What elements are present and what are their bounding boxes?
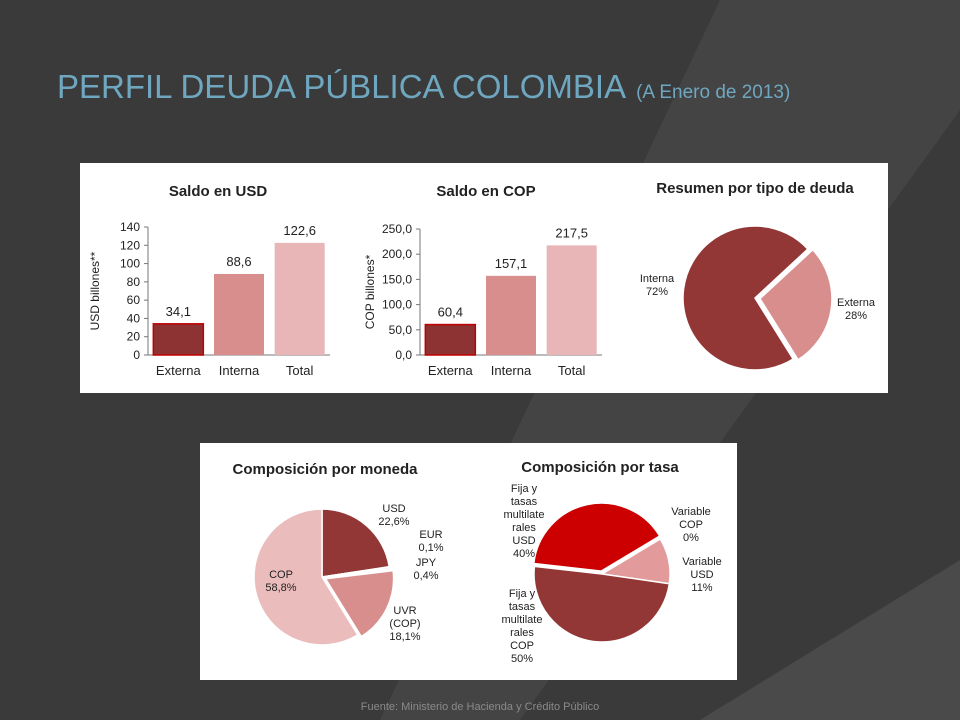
slice-value: 0,4%: [413, 570, 438, 582]
charts: Saldo en USD USD billones** 0 20 40 60 80 100 12…: [88, 180, 876, 665]
slice-value: 18,1%: [389, 631, 420, 643]
value-label: 217,5: [555, 225, 588, 240]
text-line: UVR: [393, 605, 416, 617]
y-tick-label: 100,0: [382, 298, 412, 312]
chart-title: Composición por tasa: [521, 459, 679, 476]
slice-label: Fija y tasas multilate rales COP: [502, 588, 543, 652]
text-line: multilate: [502, 614, 543, 626]
chart-title: Resumen por tipo de deuda: [656, 180, 854, 197]
text-line: Variable: [671, 506, 711, 518]
slice-value: 58,8%: [265, 582, 296, 594]
text-line: COP: [510, 640, 534, 652]
slice-label: USD: [382, 503, 405, 515]
pie-slice: [682, 225, 809, 371]
slice-value: 28%: [845, 310, 867, 322]
y-tick-label: 200,0: [382, 247, 412, 261]
slice-label: Variable COP: [671, 506, 711, 531]
title-sub: (A Enero de 2013): [636, 82, 790, 103]
slice-label: Externa: [837, 297, 876, 309]
y-tick-label: 100: [120, 257, 140, 271]
text-line: COP: [679, 519, 703, 531]
text-line: Fija y: [509, 588, 536, 600]
bar: [486, 275, 536, 355]
slice-value: 11%: [691, 582, 712, 594]
chart-title: Saldo en COP: [436, 183, 535, 200]
x-tick-label: Total: [558, 363, 586, 378]
slice-value: 72%: [646, 286, 668, 298]
y-axis-label: COP billones*: [363, 254, 377, 329]
slice-label: COP: [269, 569, 293, 581]
text-line: Fija y: [511, 483, 538, 495]
y-tick-label: 250,0: [382, 222, 412, 236]
y-tick-label: 140: [120, 220, 140, 234]
slice-value: 50%: [511, 653, 533, 665]
y-tick-label: 80: [127, 275, 141, 289]
text-line: multilate: [504, 509, 545, 521]
slice-label: Variable USD: [682, 556, 722, 581]
pie-slice: [321, 566, 391, 578]
y-tick-label: 50,0: [389, 323, 413, 337]
y-tick-label: 20: [127, 330, 141, 344]
slice-label: Fija y tasas multilate rales USD: [504, 483, 545, 547]
text-line: rales: [510, 627, 534, 639]
slice-value: 0%: [683, 532, 699, 544]
slice-value: 22,6%: [378, 516, 409, 528]
x-tick-label: Externa: [428, 363, 474, 378]
y-tick-label: 0: [133, 348, 140, 362]
pie-slice: [758, 248, 833, 361]
bar: [152, 323, 205, 356]
text-line: Variable: [682, 556, 722, 568]
bar: [424, 323, 477, 356]
y-tick-label: 150,0: [382, 272, 412, 286]
x-tick-label: Interna: [219, 363, 260, 378]
slide-title: PERFIL DEUDA PÚBLICA COLOMBIA (A Enero de…: [57, 68, 790, 105]
value-label: 157,1: [495, 256, 528, 271]
x-tick-label: Externa: [156, 363, 202, 378]
slice-label: EUR: [419, 529, 442, 541]
bar: [214, 273, 264, 355]
x-tick-label: Interna: [491, 363, 532, 378]
slice-label: JPY: [416, 557, 437, 569]
decor-band: [700, 560, 960, 720]
pie-slice: [253, 508, 359, 646]
title-main: PERFIL DEUDA PÚBLICA COLOMBIA: [57, 68, 626, 105]
text-line: tasas: [509, 601, 536, 613]
bar: [546, 245, 597, 355]
x-tick-label: Total: [286, 363, 314, 378]
pie-slice: [324, 569, 395, 638]
y-tick-label: 60: [127, 293, 141, 307]
y-axis-label: USD billones**: [88, 251, 102, 330]
y-tick-label: 120: [120, 238, 140, 252]
text-line: rales: [512, 522, 536, 534]
pie-slice: [321, 508, 391, 578]
chart-title: Composición por moneda: [232, 461, 418, 478]
chart-title: Saldo en USD: [169, 183, 268, 200]
pie-slice: [532, 502, 661, 572]
text-line: (COP): [389, 618, 420, 630]
slice-value: 40%: [513, 548, 535, 560]
value-label: 34,1: [166, 304, 191, 319]
text-line: USD: [512, 535, 535, 547]
bar: [274, 242, 325, 355]
text-line: USD: [690, 569, 713, 581]
value-label: 122,6: [283, 223, 316, 238]
y-tick-label: 40: [127, 311, 141, 325]
pie-slice: [533, 565, 671, 643]
slice-value: 0,1%: [418, 542, 443, 554]
text-line: tasas: [511, 496, 538, 508]
y-tick-label: 0,0: [395, 348, 412, 362]
value-label: 88,6: [226, 254, 251, 269]
slice-label: Interna: [640, 273, 675, 285]
source: Fuente: Ministerio de Hacienda y Crédito…: [361, 701, 599, 713]
value-label: 60,4: [438, 305, 463, 320]
slice-label: UVR (COP): [389, 605, 420, 630]
